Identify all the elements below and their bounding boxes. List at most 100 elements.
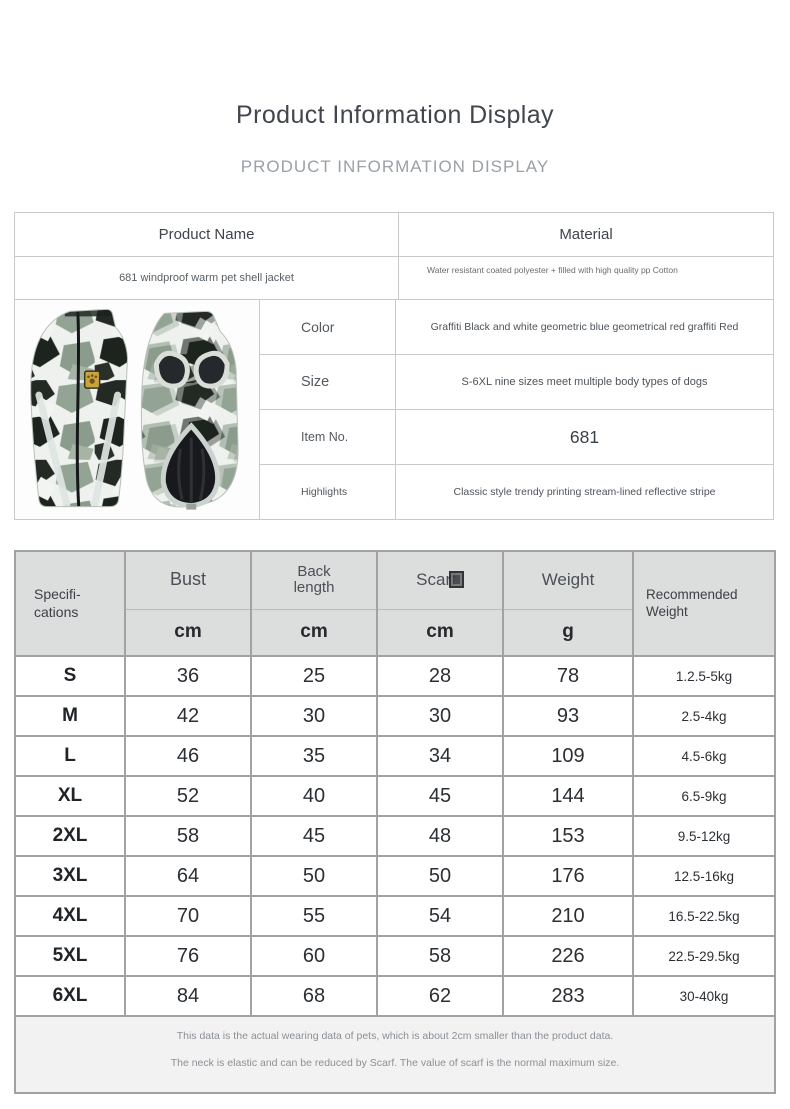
size-chart-table: Specifi- cations Bust Back length Scarf …: [14, 550, 776, 1094]
scarf-cell: 28: [376, 655, 504, 697]
bust-cell: 76: [124, 935, 252, 977]
scarf-cell: 45: [376, 775, 504, 817]
info-header-row: Product Name Material: [15, 213, 773, 257]
size-row-5xl: 5XL 76 60 58 226 22.5-29.5kg: [14, 935, 776, 977]
bust-cell: 36: [124, 655, 252, 697]
size-cell: S: [14, 655, 126, 697]
bust-cell: 42: [124, 695, 252, 737]
recommended-cell: 6.5-9kg: [632, 775, 776, 817]
size-cell: 2XL: [14, 815, 126, 857]
scarf-cell: 58: [376, 935, 504, 977]
size-row-6xl: 6XL 84 68 62 283 30-40kg: [14, 975, 776, 1017]
size-chart-header-row: Specifi- cations Bust Back length Scarf …: [14, 550, 776, 657]
size-chart-units-row: cm cm cm g: [15, 608, 775, 657]
goggles-icon: [153, 350, 230, 389]
scarf-cell: 34: [376, 735, 504, 777]
size-row-4xl: 4XL 70 55 54 210 16.5-22.5kg: [14, 895, 776, 937]
recommended-cell: 1.2.5-5kg: [632, 655, 776, 697]
size-cell: 3XL: [14, 855, 126, 897]
back-length-cell: 35: [250, 735, 378, 777]
weight-cell: 93: [502, 695, 634, 737]
weight-cell: 78: [502, 655, 634, 697]
product-name-value: 681 windproof warm pet shell jacket: [15, 257, 399, 299]
weight-cell: 109: [502, 735, 634, 777]
recommended-cell: 16.5-22.5kg: [632, 895, 776, 937]
page-subtitle: PRODUCT INFORMATION DISPLAY: [240, 157, 550, 176]
color-label: Color: [260, 300, 396, 354]
color-value: Graffiti Black and white geometric blue …: [430, 321, 739, 333]
highlights-label: Highlights: [260, 465, 396, 519]
note-wearing-data: This data is the actual wearing data of …: [176, 1030, 614, 1042]
size-cell: M: [14, 695, 126, 737]
back-length-cell: 55: [250, 895, 378, 937]
weight-cell: 176: [502, 855, 634, 897]
product-info-table: Product Name Material 681 windproof warm…: [14, 212, 774, 520]
size-chart-notes-row: This data is the actual wearing data of …: [14, 1015, 776, 1094]
info-value-row: 681 windproof warm pet shell jacket Wate…: [15, 257, 773, 300]
size-row-2xl: 2XL 58 45 48 153 9.5-12kg: [14, 815, 776, 857]
size-cell: 6XL: [14, 975, 126, 1017]
scarf-cell: 30: [376, 695, 504, 737]
neck-opening: [160, 422, 221, 510]
back-length-unit: cm: [250, 608, 378, 657]
size-cell: 4XL: [14, 895, 126, 937]
bust-cell: 84: [124, 975, 252, 1017]
scarf-header-label: Scarf: [416, 569, 456, 589]
back-length-cell: 68: [250, 975, 378, 1017]
recommended-cell: 9.5-12kg: [632, 815, 776, 857]
recommended-cell: 4.5-6kg: [632, 735, 776, 777]
scarf-overlay-glyph: [448, 570, 464, 588]
weight-cell: 283: [502, 975, 634, 1017]
size-value: S-6XL nine sizes meet multiple body type…: [461, 376, 708, 388]
back-length-cell: 25: [250, 655, 378, 697]
back-length-cell: 50: [250, 855, 378, 897]
back-length-cell: 40: [250, 775, 378, 817]
size-label: Size: [260, 355, 396, 409]
bust-cell: 64: [124, 855, 252, 897]
size-row-s: S 36 25 28 78 1.2.5-5kg: [14, 655, 776, 697]
item-no-value: 681: [569, 426, 600, 447]
detail-row-item-no: Item No. 681: [260, 410, 773, 465]
detail-row-size: Size S-6XL nine sizes meet multiple body…: [260, 355, 773, 410]
pet-jacket-illustration: [30, 308, 239, 510]
back-length-cell: 60: [250, 935, 378, 977]
note-neck-elastic: The neck is elastic and can be reduced b…: [170, 1057, 620, 1069]
scarf-cell: 48: [376, 815, 504, 857]
material-header: Material: [559, 226, 613, 243]
paw-badge-icon: [83, 370, 101, 389]
scarf-cell: 50: [376, 855, 504, 897]
back-length-cell: 30: [250, 695, 378, 737]
bust-header: Bust: [124, 550, 252, 610]
material-value: Water resistant coated polyester + fille…: [427, 265, 678, 275]
size-chart-notes: This data is the actual wearing data of …: [14, 1015, 776, 1094]
bust-cell: 70: [124, 895, 252, 937]
recommended-cell: 22.5-29.5kg: [632, 935, 776, 977]
size-row-l: L 46 35 34 109 4.5-6kg: [14, 735, 776, 777]
scarf-header: Scarf: [376, 550, 504, 610]
scarf-cell: 62: [376, 975, 504, 1017]
recommended-cell: 30-40kg: [632, 975, 776, 1017]
item-no-label: Item No.: [260, 410, 396, 464]
highlights-value: Classic style trendy printing stream-lin…: [453, 486, 716, 498]
scarf-cell: 54: [376, 895, 504, 937]
weight-unit: g: [502, 608, 634, 657]
back-length-cell: 45: [250, 815, 378, 857]
detail-row-color: Color Graffiti Black and white geometric…: [260, 300, 773, 355]
size-cell: L: [14, 735, 126, 777]
product-name-header: Product Name: [15, 213, 399, 256]
recommended-weight-header: Recommended Weight: [632, 550, 776, 657]
size-row-xl: XL 52 40 45 144 6.5-9kg: [14, 775, 776, 817]
product-image: [15, 300, 260, 519]
size-row-m: M 42 30 30 93 2.5-4kg: [14, 695, 776, 737]
size-cell: 5XL: [14, 935, 126, 977]
detail-rows: Color Graffiti Black and white geometric…: [260, 300, 773, 519]
recommended-cell: 12.5-16kg: [632, 855, 776, 897]
size-cell: XL: [14, 775, 126, 817]
scarf-unit: cm: [376, 608, 504, 657]
recommended-cell: 2.5-4kg: [632, 695, 776, 737]
weight-cell: 210: [502, 895, 634, 937]
bust-cell: 52: [124, 775, 252, 817]
weight-header: Weight: [502, 550, 634, 610]
info-detail-section: Color Graffiti Black and white geometric…: [15, 300, 773, 519]
